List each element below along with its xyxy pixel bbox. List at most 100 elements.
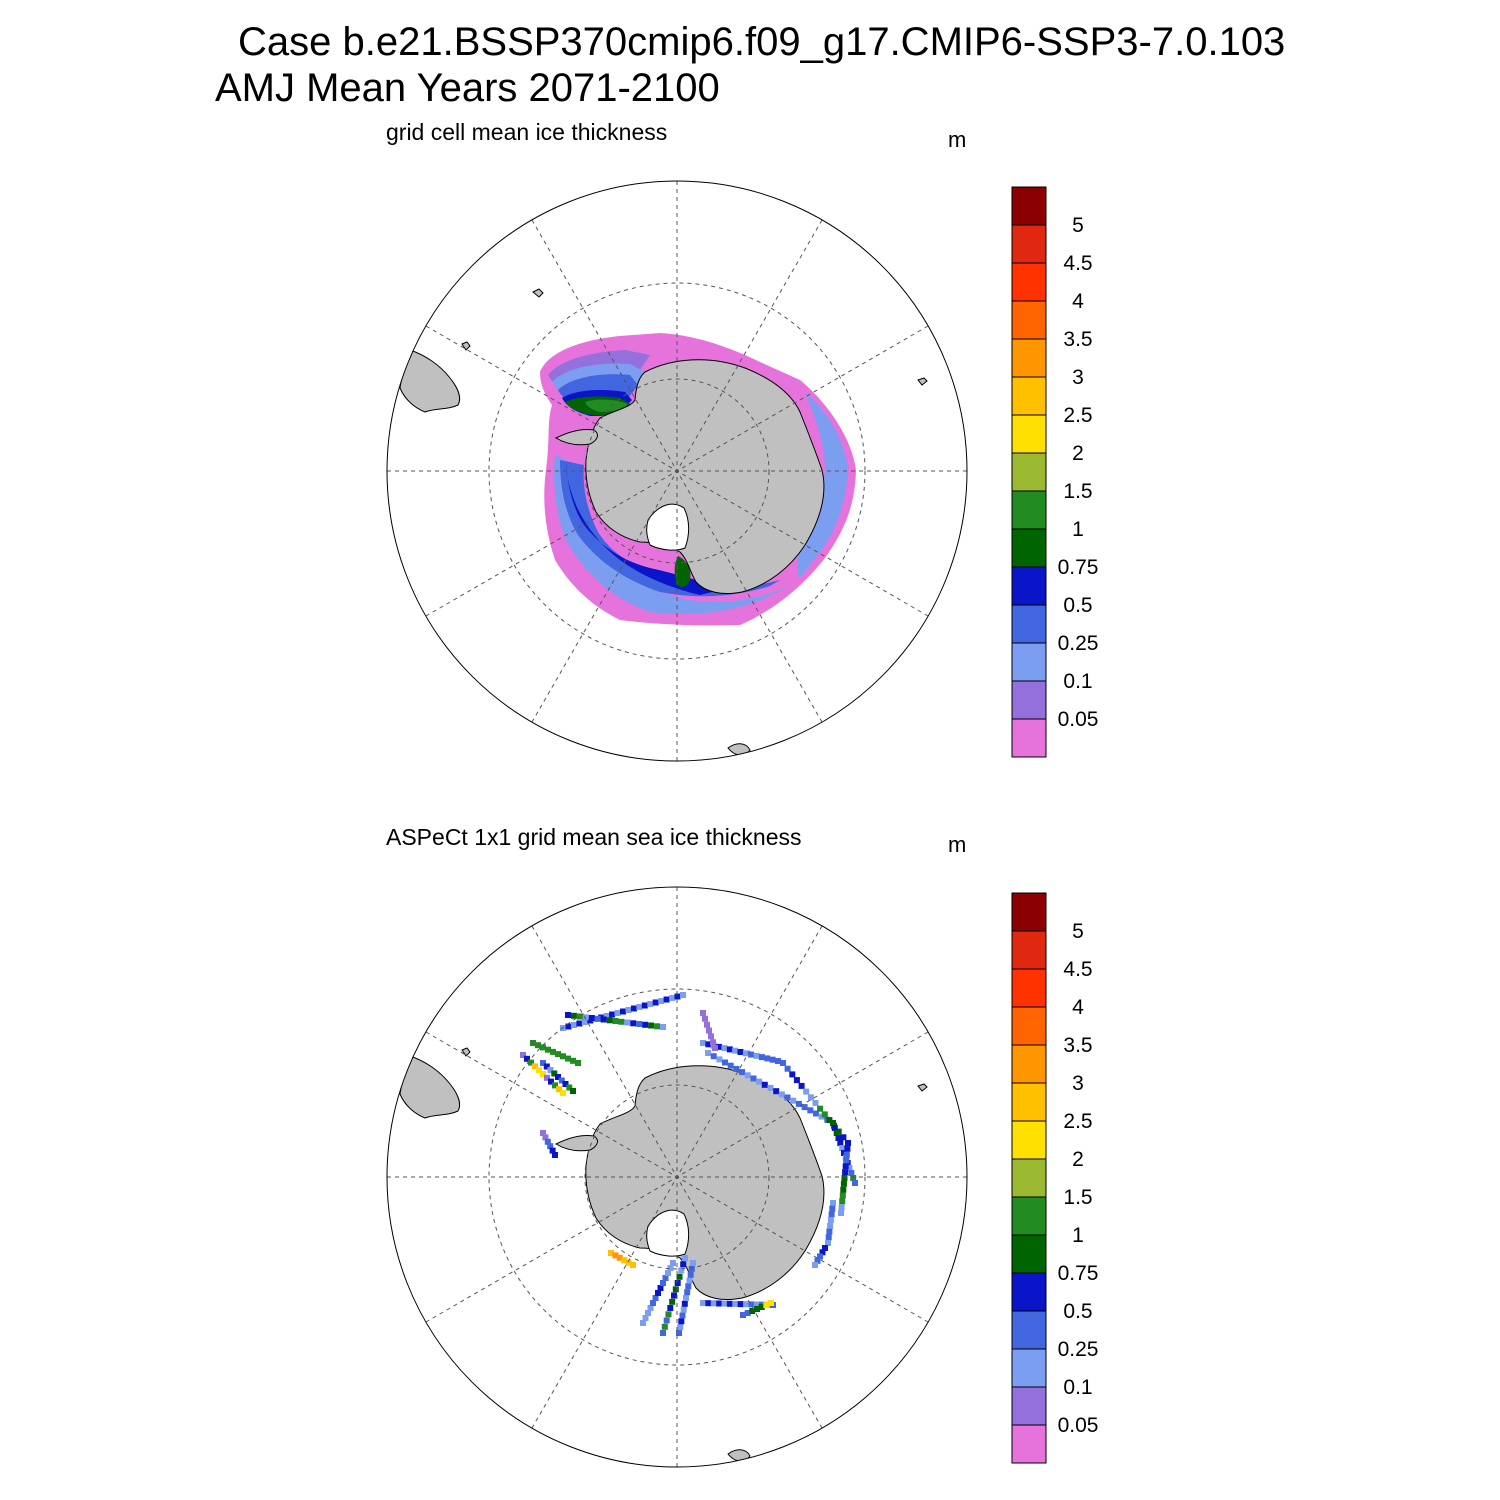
polar-map-model <box>386 180 968 762</box>
colorbar-swatch <box>1011 1386 1047 1426</box>
panel-2-units: m <box>948 832 967 857</box>
observation-cell <box>555 1074 561 1080</box>
observation-cell <box>618 1018 625 1025</box>
observation-cell <box>614 1010 621 1016</box>
observation-cell <box>708 1033 714 1040</box>
observation-cell <box>829 1205 836 1212</box>
observation-cell <box>544 1138 551 1145</box>
colorbar-label: 1 <box>1072 518 1084 541</box>
observation-cell <box>837 1140 844 1146</box>
antarctic-peninsula <box>554 1135 598 1152</box>
observation-cell <box>612 1252 619 1259</box>
observation-cell <box>704 1021 710 1028</box>
observation-cell <box>558 1077 565 1084</box>
colorbar-swatch <box>1011 968 1047 1008</box>
observation-cell <box>758 1304 765 1310</box>
observation-cell <box>620 1008 626 1015</box>
ross-ice-shelf-gap <box>646 503 690 551</box>
colorbar-swatch <box>1011 1082 1047 1122</box>
small-island-a <box>461 1047 471 1057</box>
observation-cell <box>822 1245 828 1251</box>
colorbar-swatch <box>1011 186 1047 226</box>
observation-cell <box>556 1086 562 1093</box>
colorbar-label: 5 <box>1072 920 1084 943</box>
observation-cell <box>555 1051 561 1058</box>
observation-cell <box>827 1217 834 1224</box>
observation-cell <box>570 1057 576 1064</box>
observation-cell <box>678 1267 685 1274</box>
observation-cell <box>600 1016 607 1023</box>
observation-cell <box>677 1324 684 1331</box>
observation-cell <box>603 1013 610 1019</box>
panel-1-title: grid cell mean ice thickness <box>386 119 668 145</box>
observation-cell <box>674 1280 681 1286</box>
small-island-b <box>461 341 471 351</box>
observation-cell <box>655 1290 661 1296</box>
observation-cell <box>667 1305 674 1311</box>
observation-cell <box>716 1300 723 1307</box>
observation-cell <box>652 1295 659 1301</box>
observation-cell <box>548 1078 554 1085</box>
colorbar-swatch <box>1011 1120 1047 1160</box>
observation-cell <box>686 1277 693 1284</box>
observation-cell <box>838 1210 844 1216</box>
observation-cell <box>560 1090 566 1096</box>
observation-cell <box>657 1285 664 1291</box>
observation-cell <box>621 1257 628 1264</box>
observation-cell <box>846 1165 853 1171</box>
colorbar-label: 2.5 <box>1063 1110 1092 1133</box>
observation-cell <box>660 1024 666 1030</box>
observation-cell <box>680 1306 687 1313</box>
observation-cell <box>726 1300 733 1307</box>
observation-cell <box>842 1163 849 1170</box>
observation-cell <box>654 1023 661 1030</box>
observation-cell <box>679 1312 686 1319</box>
observation-cell <box>843 1157 850 1164</box>
observation-cell <box>532 1063 538 1070</box>
observation-cell <box>636 1021 643 1027</box>
observation-cell <box>680 992 686 998</box>
colorbar-swatch <box>1011 1424 1047 1464</box>
observation-cell <box>742 1050 749 1057</box>
observation-cell <box>647 1001 654 1007</box>
observation-cell <box>576 1020 583 1027</box>
colorbar-swatch <box>1011 1044 1047 1084</box>
observation-cell <box>545 1046 551 1053</box>
observation-cell <box>764 1055 771 1062</box>
colorbar-swatch <box>1011 892 1047 932</box>
colorbar-label: 2 <box>1072 1148 1084 1171</box>
observation-cell <box>547 1143 554 1150</box>
observation-cell <box>716 1056 723 1063</box>
observation-cell <box>570 1088 576 1094</box>
observation-cell <box>663 1317 670 1324</box>
observation-cell <box>660 1280 666 1286</box>
figure-title-line-2: AMJ Mean Years 2071-2100 <box>215 66 720 110</box>
observation-cell <box>768 1300 774 1306</box>
observation-cell <box>778 1091 785 1098</box>
observation-cell <box>844 1145 851 1152</box>
colorbar-label: 0.05 <box>1058 708 1099 731</box>
colorbar-label: 4 <box>1072 290 1084 313</box>
observation-cell <box>839 1198 846 1205</box>
observation-cell <box>710 1300 717 1307</box>
observation-cell <box>850 1175 857 1181</box>
observation-cell <box>852 1180 858 1186</box>
observation-cell <box>761 1081 768 1088</box>
colorbar-label: 0.05 <box>1058 1414 1099 1437</box>
observation-cell <box>588 1015 595 1021</box>
observation-cell <box>819 1249 826 1256</box>
small-island-d <box>727 743 751 756</box>
colorbar-swatch <box>1011 1158 1047 1198</box>
observation-cell <box>565 1023 572 1030</box>
observation-cell <box>570 1012 577 1019</box>
colorbar-swatch <box>1011 376 1047 416</box>
observation-cell <box>565 1055 571 1062</box>
observation-cell <box>535 1042 541 1049</box>
observation-cell <box>690 1260 696 1266</box>
observation-cell <box>702 1015 708 1022</box>
ice-band-7 <box>585 399 628 412</box>
observation-cell <box>581 1019 588 1025</box>
observation-cell <box>744 1310 751 1316</box>
observation-cell <box>544 1074 550 1081</box>
observation-cell <box>552 1152 558 1158</box>
